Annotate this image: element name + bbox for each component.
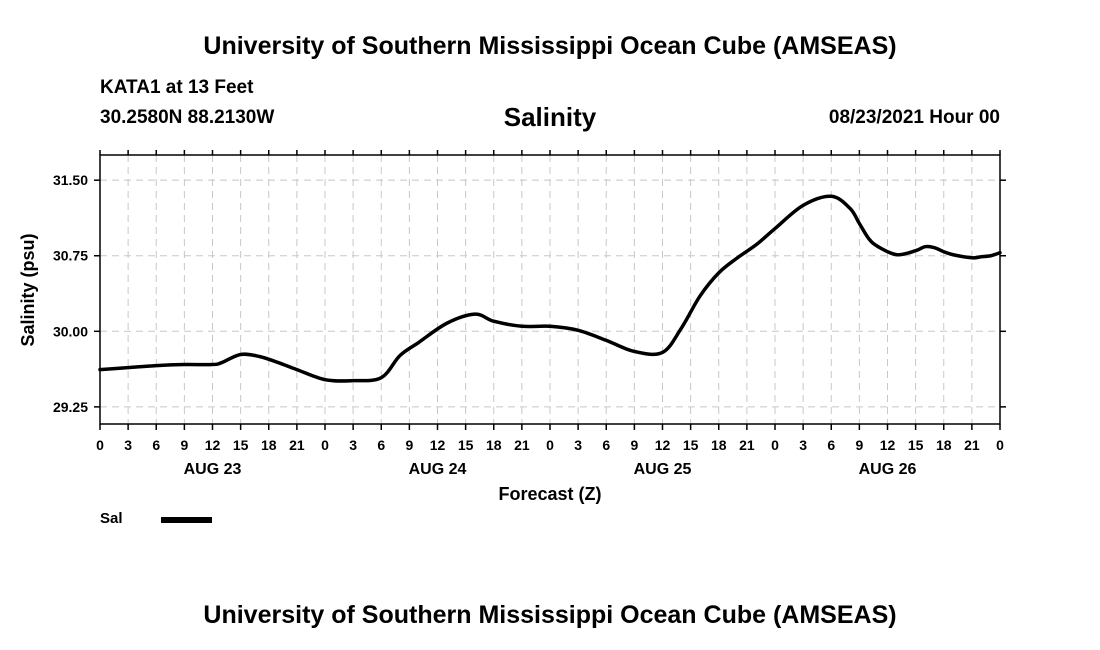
x-tick-label: 15 <box>908 437 924 453</box>
y-tick-label: 30.00 <box>53 323 88 339</box>
legend-label: Sal <box>100 510 123 527</box>
grid-lines <box>100 155 1000 424</box>
x-tick-label: 6 <box>602 437 610 453</box>
forecast-datetime: 08/23/2021 Hour 00 <box>828 107 1000 128</box>
x-tick-label: 3 <box>349 437 357 453</box>
page-title: University of Southern Mississippi Ocean… <box>203 32 897 60</box>
y-tick-label: 30.75 <box>53 248 88 264</box>
x-tick-label: 12 <box>430 437 446 453</box>
x-tick-label: 0 <box>996 437 1004 453</box>
x-tick-label: 12 <box>880 437 896 453</box>
x-tick-label: 18 <box>936 437 952 453</box>
y-tick-label: 29.25 <box>53 399 88 415</box>
x-tick-label: 12 <box>205 437 221 453</box>
x-tick-label: 21 <box>739 437 755 453</box>
x-tick-label: 3 <box>574 437 582 453</box>
date-label: AUG 25 <box>634 461 692 478</box>
x-tick-label: 3 <box>799 437 807 453</box>
date-label: AUG 23 <box>184 461 242 478</box>
x-tick-label: 15 <box>683 437 699 453</box>
x-tick-label: 0 <box>546 437 554 453</box>
footer-title: University of Southern Mississippi Ocean… <box>203 601 897 629</box>
station-label: KATA1 at 13 Feet <box>100 77 254 98</box>
x-tick-label: 3 <box>124 437 132 453</box>
x-tick-label: 18 <box>711 437 727 453</box>
x-tick-label: 15 <box>233 437 249 453</box>
legend-swatch <box>161 517 212 523</box>
x-tick-label: 15 <box>458 437 474 453</box>
series-layer <box>98 194 1002 383</box>
x-axis-title: Forecast (Z) <box>498 484 601 504</box>
x-tick-label: 18 <box>486 437 502 453</box>
x-tick-label: 9 <box>405 437 413 453</box>
date-label: AUG 26 <box>859 461 917 478</box>
x-tick-label: 21 <box>964 437 980 453</box>
station-coordinates: 30.2580N 88.2130W <box>100 107 275 128</box>
x-tick-label: 6 <box>152 437 160 453</box>
x-tick-label: 0 <box>96 437 104 453</box>
y-axis-title: Salinity (psu) <box>18 233 38 346</box>
axes: 0 3 6 9 12 15 18 21 0 3 6 9 12 15 18 21 0 3 6 9 12 15 18 21 0 3 6 9… <box>53 150 1006 478</box>
series-line-sal <box>98 194 1002 383</box>
x-tick-label: 6 <box>377 437 385 453</box>
chart-title: Salinity <box>503 102 597 132</box>
x-tick-label: 9 <box>630 437 638 453</box>
x-tick-label: 9 <box>855 437 863 453</box>
x-tick-label: 12 <box>655 437 671 453</box>
x-tick-label: 0 <box>321 437 329 453</box>
x-tick-label: 21 <box>289 437 305 453</box>
x-tick-label: 18 <box>261 437 277 453</box>
date-label: AUG 24 <box>409 461 467 478</box>
y-tick-label: 31.50 <box>53 172 88 188</box>
x-tick-label: 9 <box>180 437 188 453</box>
x-tick-label: 6 <box>827 437 835 453</box>
x-tick-label: 0 <box>771 437 779 453</box>
x-tick-label: 21 <box>514 437 530 453</box>
